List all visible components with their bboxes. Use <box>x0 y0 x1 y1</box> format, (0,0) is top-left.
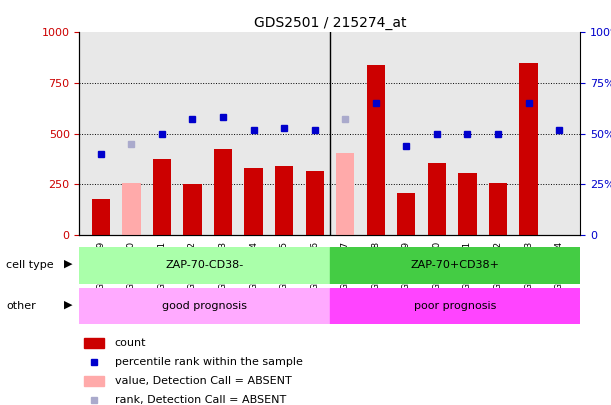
Bar <box>428 163 446 235</box>
Text: ZAP-70+CD38+: ZAP-70+CD38+ <box>411 260 500 270</box>
Text: good prognosis: good prognosis <box>162 301 247 311</box>
Text: value, Detection Call = ABSENT: value, Detection Call = ABSENT <box>114 376 291 386</box>
Bar <box>122 183 141 235</box>
Text: rank, Detection Call = ABSENT: rank, Detection Call = ABSENT <box>114 395 286 405</box>
Bar <box>183 184 202 235</box>
Text: other: other <box>6 301 36 311</box>
Text: ▶: ▶ <box>64 300 73 309</box>
Bar <box>244 168 263 235</box>
Bar <box>306 171 324 235</box>
Bar <box>153 159 171 235</box>
Bar <box>330 247 580 284</box>
Bar <box>458 173 477 235</box>
Bar <box>330 288 580 324</box>
Text: ▶: ▶ <box>64 259 73 269</box>
Bar <box>214 149 232 235</box>
Bar <box>92 200 110 235</box>
Bar <box>84 376 104 386</box>
Text: poor prognosis: poor prognosis <box>414 301 496 311</box>
Bar <box>79 288 330 324</box>
Text: ZAP-70-CD38-: ZAP-70-CD38- <box>166 260 244 270</box>
Bar <box>336 153 354 235</box>
Bar <box>79 247 330 284</box>
Bar <box>275 166 293 235</box>
Text: cell type: cell type <box>6 260 54 270</box>
Bar <box>367 65 385 235</box>
Bar <box>84 338 104 348</box>
Bar <box>519 63 538 235</box>
Text: count: count <box>114 338 146 348</box>
Bar <box>397 194 415 235</box>
Bar <box>489 183 507 235</box>
Text: percentile rank within the sample: percentile rank within the sample <box>114 357 302 367</box>
Title: GDS2501 / 215274_at: GDS2501 / 215274_at <box>254 16 406 30</box>
